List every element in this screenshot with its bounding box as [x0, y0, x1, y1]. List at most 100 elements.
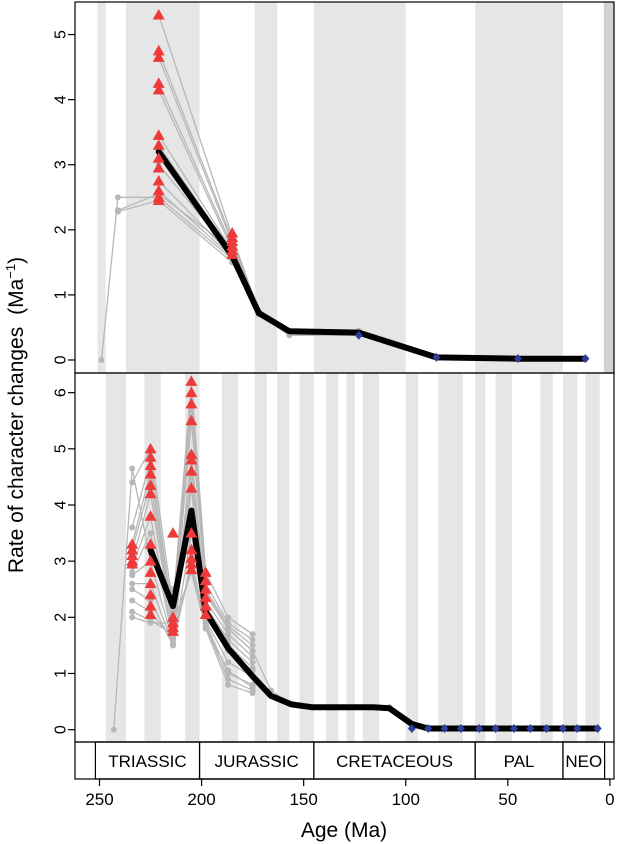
- bottom-band-12: [475, 373, 486, 742]
- top-triangle-7: [152, 152, 165, 163]
- bottom-triangle-24: [185, 375, 198, 386]
- top-triangle-18: [226, 248, 239, 260]
- bottom-ytick-label-5: 5: [53, 444, 70, 453]
- bottom-triangle-0: [126, 538, 139, 549]
- bottom-band-15: [562, 373, 578, 742]
- bottom-ytick-label-3: 3: [53, 557, 70, 566]
- bottom-grey-point-9-0: [129, 580, 136, 587]
- bottom-triangle-8: [144, 468, 157, 479]
- bottom-grey-point-10-0: [129, 586, 136, 593]
- top-panel-y-axis: 0 1 2 3 4 5: [53, 30, 75, 364]
- bottom-triangle-34: [185, 552, 198, 563]
- top-diamond-0: [354, 330, 363, 340]
- bottom-grey-point-9-5: [225, 659, 232, 666]
- bottom-triangle-36: [185, 563, 198, 575]
- top-triangle-0: [152, 9, 165, 20]
- bottom-band-11: [438, 373, 463, 742]
- top-triangle-5: [152, 129, 165, 140]
- top-ytick-label-3: 3: [53, 160, 70, 169]
- bottom-diamond-11: [593, 724, 602, 734]
- geologic-period-strip: TRIASSIC JURASSIC CRETACEOUS PAL NEO: [94, 741, 606, 780]
- bottom-triangle-41: [199, 600, 212, 611]
- y-axis-label: Rate of character changes (Ma−1): [3, 257, 28, 573]
- bottom-grey-point-6-6: [249, 659, 256, 666]
- bottom-band-5: [277, 373, 290, 742]
- xtick-label-5: 0: [605, 790, 614, 809]
- bottom-triangle-19: [167, 527, 179, 538]
- top-panel-plot: [98, 9, 590, 364]
- bottom-triangle-42: [199, 608, 212, 620]
- bottom-grey-point-12-5: [225, 681, 232, 688]
- top-ytick-label-2: 2: [53, 225, 70, 234]
- top-mean-line: [155, 148, 589, 362]
- top-triangle-9: [152, 174, 165, 186]
- period-label-0: TRIASSIC: [108, 752, 186, 771]
- bottom-grey-point-11-0: [129, 597, 136, 604]
- bottom-band-10: [405, 373, 418, 742]
- top-diamond-3: [581, 354, 590, 364]
- bottom-band-6: [299, 373, 314, 742]
- top-band-2: [254, 2, 278, 373]
- bottom-grey-point-11-2: [170, 636, 176, 643]
- top-ytick-label-4: 4: [53, 95, 70, 104]
- bottom-triangle-6: [144, 451, 157, 462]
- xtick-label-4: 50: [498, 790, 517, 809]
- top-grey-point-2-0: [114, 208, 121, 215]
- top-triangle-12: [152, 194, 165, 206]
- bottom-band-8: [346, 373, 355, 742]
- top-band-1: [126, 2, 200, 373]
- top-triangle-1: [152, 44, 165, 56]
- bottom-triangle-14: [144, 566, 157, 577]
- top-grey-point-0-0: [98, 356, 105, 363]
- bottom-grey-point-12-6: [249, 690, 256, 697]
- bottom-grey-point-10-2: [170, 642, 176, 649]
- bottom-grey-point-1-6: [249, 631, 256, 638]
- bottom-triangle-12: [144, 538, 157, 549]
- bottom-ytick-label-2: 2: [53, 613, 70, 622]
- period-label-2: CRETACEOUS: [336, 752, 453, 771]
- top-band-5: [603, 2, 614, 373]
- bottom-triangle-5: [144, 442, 157, 454]
- bottom-triangle-7: [144, 459, 157, 471]
- bottom-triangle-4: [126, 557, 139, 569]
- bottom-grey-point-1-0: [129, 479, 136, 486]
- bottom-triangle-29: [185, 454, 198, 465]
- bottom-triangle-20: [167, 611, 179, 622]
- bottom-diamond-1: [424, 724, 433, 734]
- bottom-triangle-37: [199, 566, 212, 577]
- xtick-label-1: 200: [187, 790, 215, 809]
- bottom-grey-point-13-6: [249, 684, 256, 691]
- top-band-0: [97, 2, 106, 373]
- bottom-triangle-32: [185, 527, 198, 538]
- xtick-label-2: 150: [289, 790, 317, 809]
- bottom-triangle-10: [144, 487, 157, 499]
- top-triangle-10: [152, 184, 165, 196]
- top-ytick-label-0: 0: [53, 355, 70, 364]
- top-triangle-6: [152, 139, 165, 150]
- bottom-grey-point-0-0: [110, 726, 117, 733]
- bottom-triangle-23: [167, 625, 179, 636]
- bottom-diamond-8: [542, 724, 551, 734]
- top-triangle-4: [152, 83, 165, 95]
- bottom-grey-point-0-1: [129, 465, 136, 472]
- bottom-grey-point-3-6: [249, 642, 256, 649]
- bottom-ytick-label-6: 6: [53, 388, 70, 397]
- period-label-3: PAL: [504, 752, 535, 771]
- period-label-4: NEO: [565, 752, 602, 771]
- bottom-triangle-17: [144, 600, 157, 611]
- bottom-grey-point-7-1: [147, 530, 154, 537]
- bottom-diamond-0: [407, 724, 416, 734]
- top-ytick-label-5: 5: [53, 30, 70, 39]
- top-diamond-1: [432, 352, 441, 362]
- top-panel-bands: [97, 2, 614, 373]
- bottom-grey-point-4-6: [249, 648, 256, 655]
- bottom-grey-point-4-5: [225, 625, 232, 632]
- bottom-triangle-33: [185, 543, 198, 555]
- period-label-1: JURASSIC: [215, 752, 299, 771]
- top-triangle-2: [152, 51, 165, 62]
- bottom-triangle-16: [144, 588, 157, 600]
- top-diamond-2: [514, 354, 523, 364]
- bottom-triangle-25: [185, 386, 198, 398]
- bottom-grey-point-2-6: [249, 636, 256, 643]
